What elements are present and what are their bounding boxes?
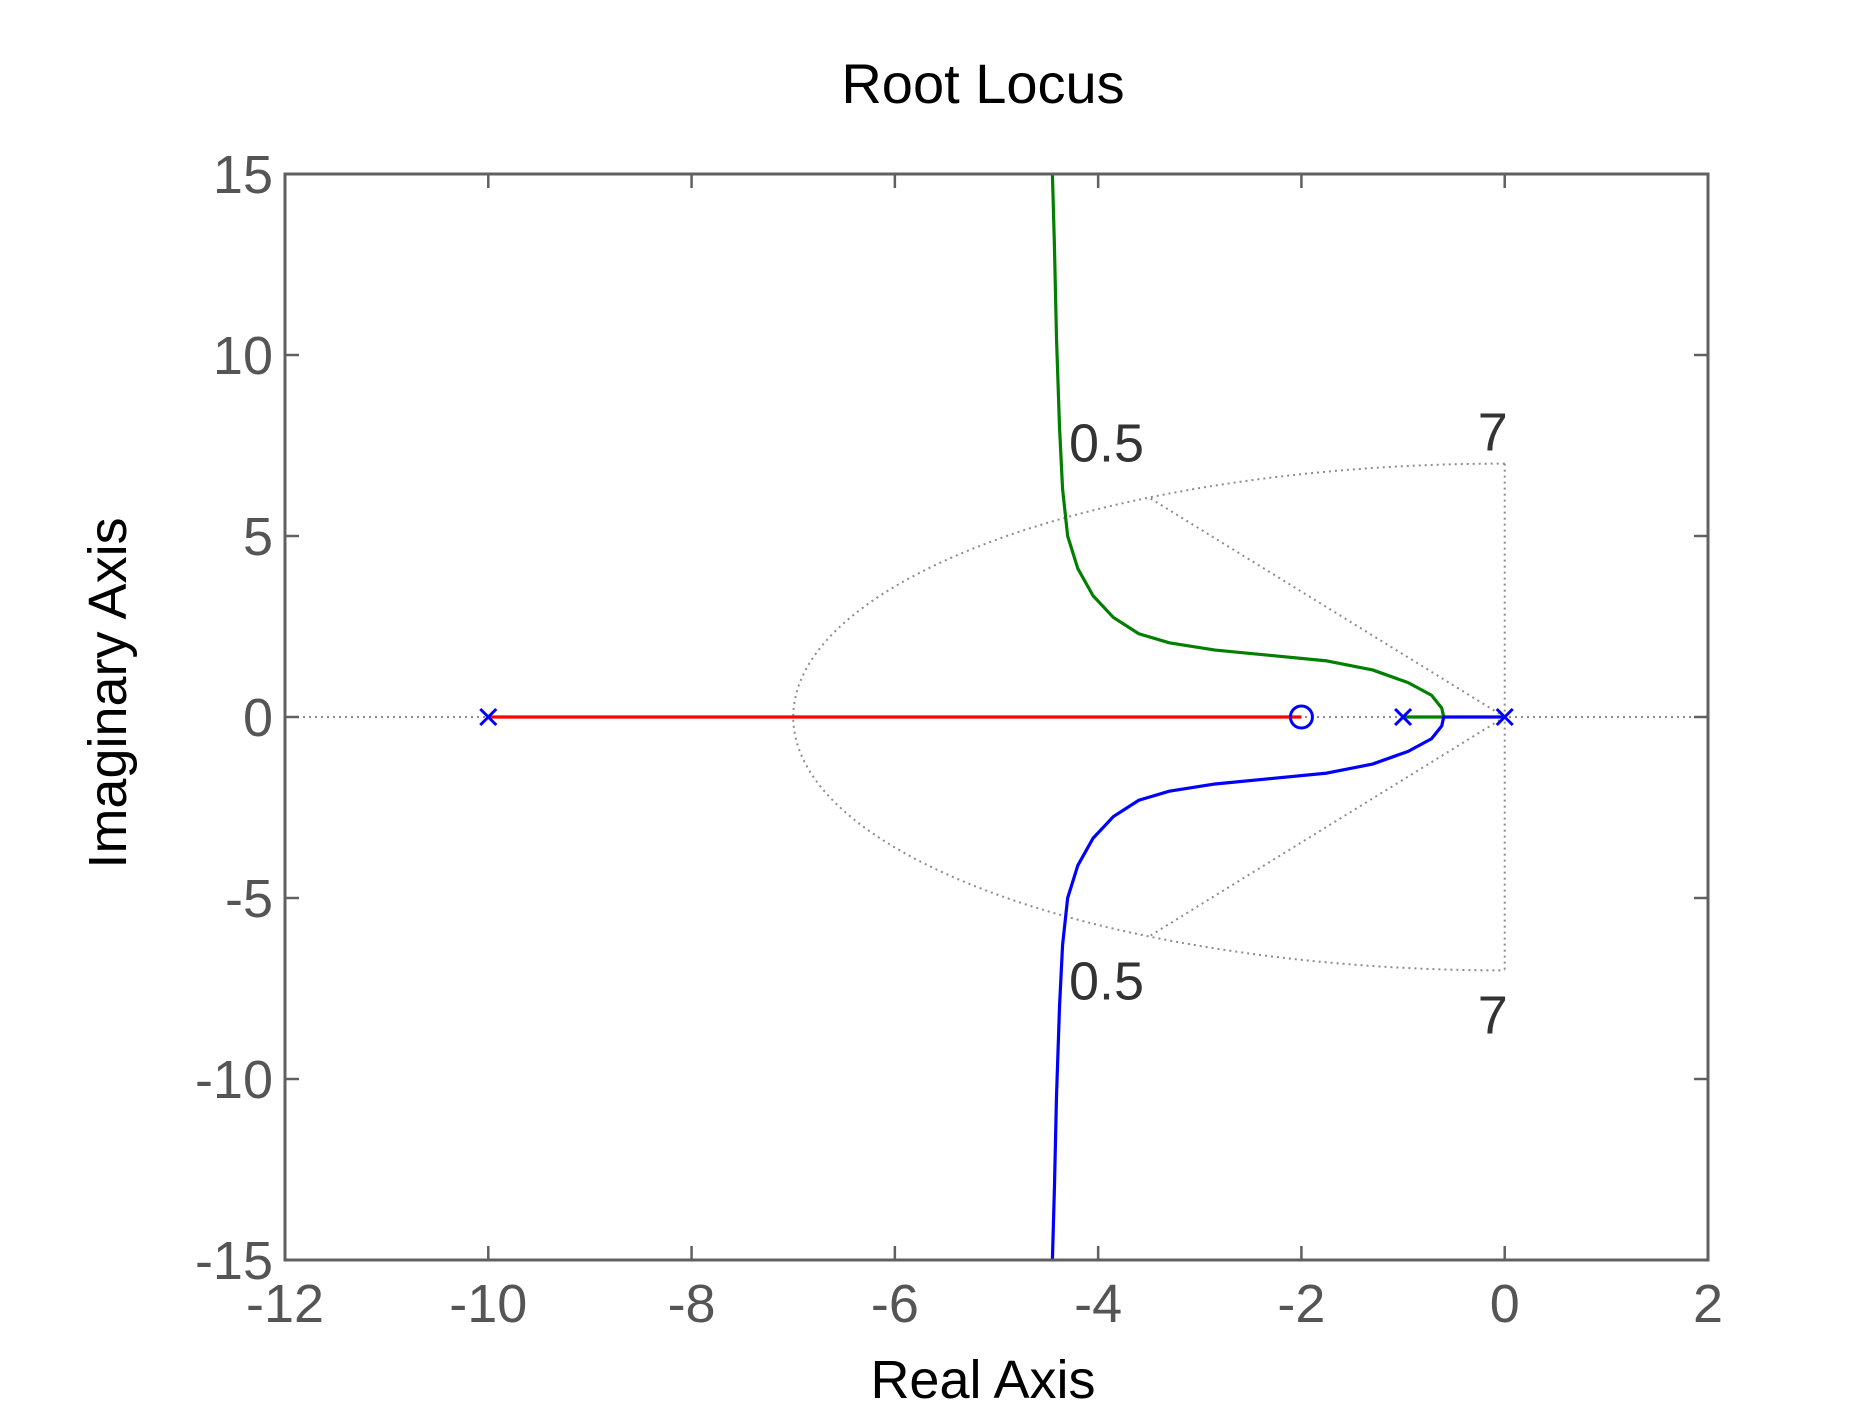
y-tick-label: 15 [213,145,273,205]
y-tick-label: 10 [213,326,273,386]
tick-labels: -12 -10 -8 -6 -4 -2 0 2 -15 -10 -5 0 5 10 15 [195,145,1723,1334]
damping-line-upper [1148,496,1506,718]
x-tick-label: 0 [1490,1274,1520,1334]
axes-frame [283,172,1710,1262]
x-axis-label: Real Axis [870,1350,1095,1400]
pole-marker-2 [1394,707,1413,727]
y-axis-label: Imaginary Axis [78,517,138,868]
pole-marker-stroke [1394,707,1413,727]
y-tick-label: -5 [225,869,273,929]
x-tick-label: -8 [668,1274,716,1334]
x-tick-label: -12 [246,1274,324,1334]
frequency-label-lower: 7 [1478,985,1508,1045]
locus-branches [488,173,1505,1261]
pole-marker-stroke [1495,707,1514,727]
locus-branch-2 [1050,173,1446,719]
x-tick-label: -2 [1277,1274,1325,1334]
chart-title: Root Locus [841,52,1124,115]
y-tick-label: -10 [195,1050,273,1110]
damping-line-lower [1148,716,1506,938]
y-tick-label: -15 [195,1231,273,1291]
pole-zero-markers [479,704,1514,730]
x-tick-label: -4 [1074,1274,1122,1334]
damping-label-lower: 0.5 [1069,951,1144,1011]
x-tick-label: 2 [1693,1274,1723,1334]
x-tick-label: -10 [449,1274,527,1334]
y-tick-label: 5 [243,507,273,567]
damping-label-upper: 0.5 [1069,414,1144,474]
overlay-annotations: 0.5 0.5 7 7 [1069,403,1508,1046]
pole-marker-1 [479,707,498,727]
zero-marker-1 [1288,704,1314,730]
pole-marker-stroke [479,707,498,727]
pole-marker-3 [1495,707,1514,727]
y-tick-label: 0 [243,688,273,748]
x-tick-label: -6 [871,1274,919,1334]
frequency-label-upper: 7 [1478,403,1508,463]
locus-branch-3 [1050,715,1505,1261]
